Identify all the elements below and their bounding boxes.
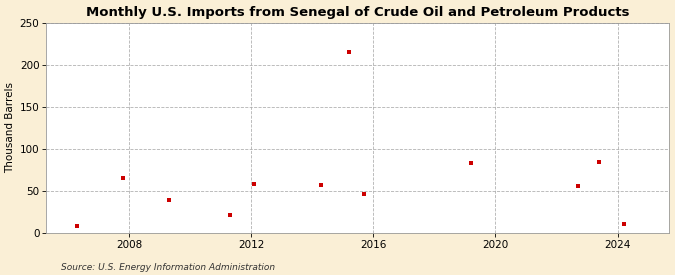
Point <box>72 224 82 228</box>
Point <box>618 222 629 226</box>
Point <box>358 191 369 196</box>
Point <box>163 197 174 202</box>
Text: Source: U.S. Energy Information Administration: Source: U.S. Energy Information Administ… <box>61 263 275 272</box>
Point <box>466 161 477 166</box>
Point <box>572 184 583 188</box>
Y-axis label: Thousand Barrels: Thousand Barrels <box>5 82 16 173</box>
Title: Monthly U.S. Imports from Senegal of Crude Oil and Petroleum Products: Monthly U.S. Imports from Senegal of Cru… <box>86 6 630 18</box>
Point <box>594 160 605 164</box>
Point <box>224 213 235 217</box>
Point <box>117 176 128 181</box>
Point <box>248 181 259 186</box>
Point <box>316 183 327 187</box>
Point <box>344 50 354 54</box>
